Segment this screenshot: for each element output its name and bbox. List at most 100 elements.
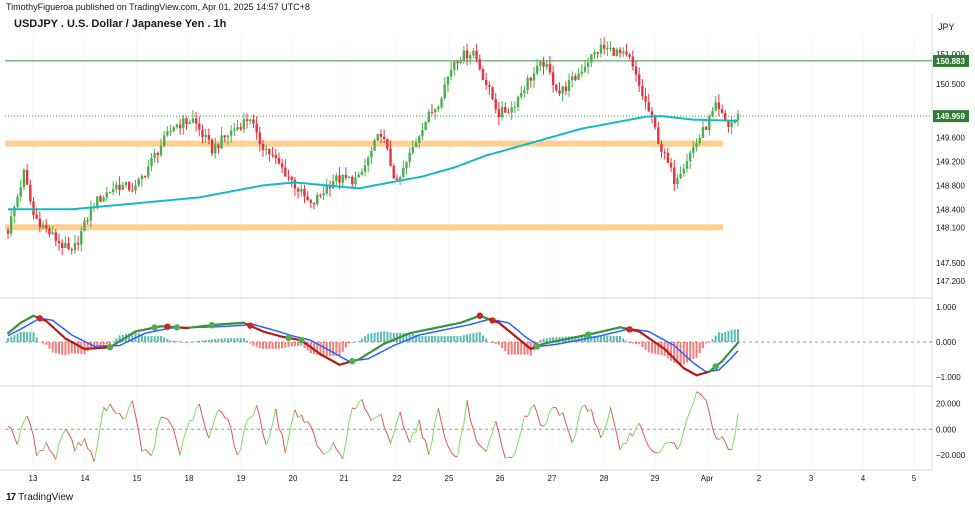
- macd-histogram-bar: [348, 342, 351, 344]
- oscillator-line-segment: [10, 427, 15, 438]
- oscillator-line-segment: [103, 407, 108, 412]
- candle-body: [153, 152, 156, 158]
- macd-histogram-bar: [504, 342, 507, 352]
- macd-histogram-bar: [708, 342, 711, 343]
- candle-body: [277, 158, 281, 164]
- macd-histogram-bar: [654, 342, 657, 354]
- oscillator-line-segment: [574, 417, 580, 436]
- candle-body: [341, 175, 344, 183]
- oscillator-line-segment: [689, 403, 694, 412]
- macd-histogram-bar: [185, 342, 188, 343]
- candle-body: [641, 86, 644, 97]
- macd-histogram-bar: [262, 342, 265, 349]
- candle-body: [386, 138, 389, 149]
- candle-body: [599, 44, 603, 54]
- macd-histogram-bar: [77, 342, 80, 354]
- oscillator-line-segment: [540, 424, 544, 427]
- oscillator-line-segment: [524, 415, 528, 418]
- candle-body: [392, 165, 395, 179]
- candle-body: [223, 135, 226, 138]
- oscillator-line-segment: [409, 432, 414, 444]
- candle-body: [357, 174, 360, 178]
- oscillator-line-segment: [425, 440, 430, 456]
- macd-histogram-bar: [507, 342, 510, 355]
- tradingview-logo[interactable]: 17 TradingView: [6, 492, 73, 503]
- oscillator-line-segment: [546, 411, 551, 423]
- macd-histogram-bar: [198, 340, 201, 342]
- candle-body: [370, 150, 373, 158]
- oscillator-line-segment: [680, 430, 685, 444]
- oscillator-line-segment: [281, 434, 286, 454]
- oscillator-line-segment: [106, 403, 111, 412]
- time-axis-tick: 21: [340, 474, 349, 483]
- oscillator-line-segment: [249, 414, 254, 419]
- macd-histogram-bar: [418, 336, 421, 342]
- oscillator-line-segment: [402, 425, 407, 435]
- candle-body: [363, 165, 367, 172]
- macd-histogram-bar: [360, 338, 363, 342]
- oscillator-line-segment: [648, 446, 653, 451]
- candle-body: [708, 116, 711, 130]
- oscillator-line-segment: [441, 423, 446, 438]
- macd-histogram-bar: [628, 342, 631, 344]
- oscillator-line-segment: [230, 428, 235, 447]
- macd-cross-marker: [584, 331, 592, 338]
- candle-body: [80, 231, 83, 245]
- oscillator-line-segment: [52, 453, 57, 460]
- candle-body: [198, 123, 201, 130]
- macd-histogram-bar: [650, 342, 653, 354]
- macd-histogram-bar: [354, 341, 357, 343]
- oscillator-line-segment: [192, 408, 197, 421]
- macd-histogram-bar: [724, 331, 727, 342]
- oscillator-line-segment: [186, 420, 191, 431]
- candle-body: [449, 69, 453, 77]
- oscillator-line-segment: [581, 404, 586, 408]
- macd-histogram-bar: [252, 342, 255, 347]
- oscillator-line-segment: [469, 419, 474, 430]
- time-axis-tick: 15: [133, 474, 142, 483]
- oscillator-line-segment: [201, 416, 207, 429]
- candle-body: [714, 102, 717, 111]
- oscillator-line-segment: [718, 436, 723, 441]
- candle-body: [268, 148, 271, 155]
- macd-histogram-bar: [70, 342, 73, 354]
- oscillator-line-segment: [278, 428, 283, 435]
- macd-histogram-bar: [277, 342, 280, 349]
- candle-body: [204, 134, 207, 137]
- macd-histogram-bar: [281, 342, 284, 349]
- macd-histogram-bar: [497, 342, 500, 345]
- candle-body: [637, 74, 641, 87]
- macd-histogram-bar: [415, 335, 418, 342]
- candle-body: [32, 201, 35, 216]
- candle-body: [545, 63, 548, 67]
- oscillator-line-segment: [211, 417, 216, 430]
- candle-body: [513, 107, 517, 109]
- candle-body: [159, 146, 163, 155]
- oscillator-axis-tick: 20.000: [936, 399, 961, 408]
- macd-histogram-bar: [660, 342, 663, 356]
- candle-body: [730, 122, 733, 127]
- oscillator-line-segment: [406, 433, 411, 444]
- oscillator-line-segment: [135, 415, 140, 432]
- candle-body: [54, 232, 58, 241]
- macd-histogram-bar: [370, 333, 373, 342]
- macd-histogram-bar: [42, 342, 45, 344]
- macd-histogram-bar: [434, 336, 437, 342]
- candle-body: [577, 73, 580, 80]
- candle-body: [459, 61, 462, 64]
- candle-body: [347, 176, 351, 178]
- oscillator-line-segment: [492, 421, 497, 433]
- macd-histogram-bar: [494, 342, 497, 344]
- time-axis-tick: 25: [445, 474, 454, 483]
- candle-body: [86, 220, 89, 222]
- macd-histogram-bar: [258, 342, 261, 349]
- candle-body: [379, 134, 383, 137]
- macd-histogram-bar: [402, 332, 405, 342]
- candle-body: [488, 85, 491, 87]
- oscillator-line-segment: [61, 428, 66, 436]
- candle-body: [736, 114, 740, 120]
- macd-histogram-bar: [609, 335, 612, 342]
- oscillator-line-segment: [536, 413, 541, 426]
- oscillator-line-segment: [715, 436, 720, 441]
